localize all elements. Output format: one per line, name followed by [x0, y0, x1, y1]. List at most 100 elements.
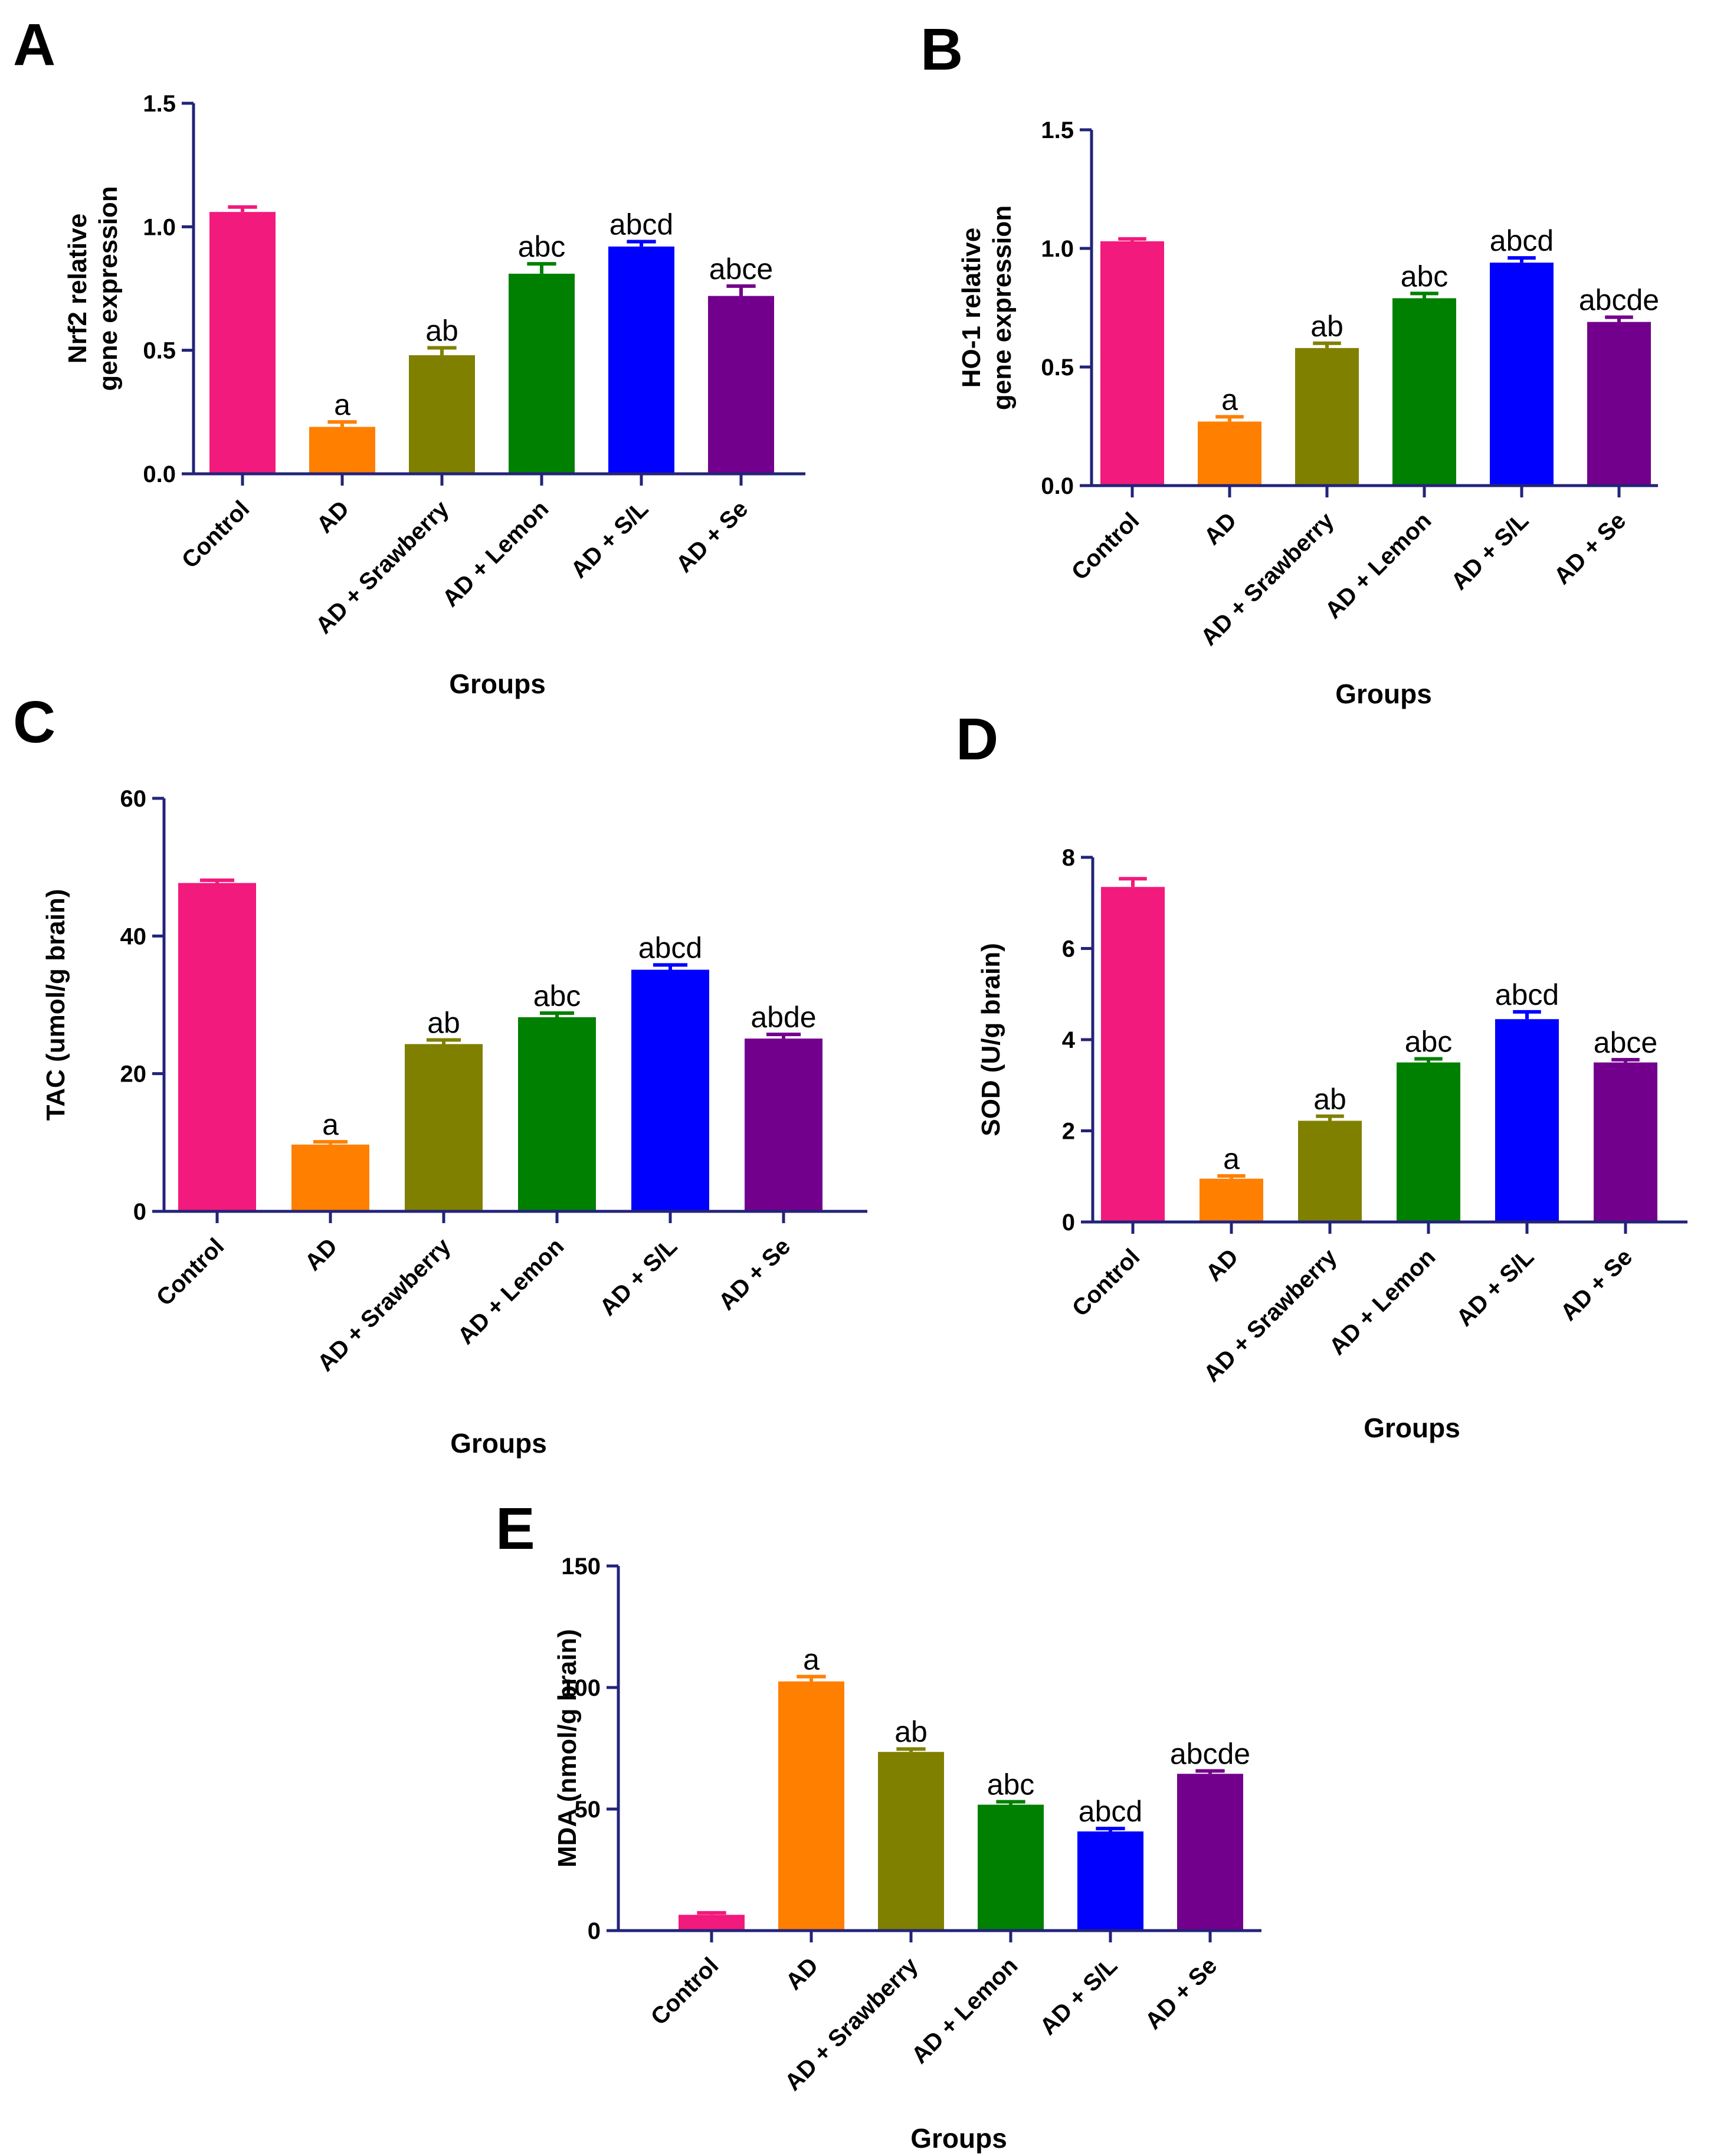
- panel-label: B: [920, 17, 963, 83]
- error-bar: [427, 346, 457, 356]
- bar-control: [178, 883, 256, 1211]
- x-tick-label-ad-se: AD + Se: [1549, 507, 1631, 589]
- x-tick-label-ad-se: AD + Se: [1556, 1244, 1638, 1326]
- significance-label: abcde: [1579, 284, 1659, 317]
- error-bar: [766, 1033, 801, 1039]
- significance-label: abcd: [1079, 1795, 1142, 1828]
- error-bar: [797, 1675, 826, 1682]
- significance-label: ab: [1310, 310, 1343, 343]
- panel-label: E: [496, 1496, 535, 1562]
- error-bar: [313, 1140, 348, 1145]
- y-tick-label: 60: [120, 786, 147, 812]
- bar-ad: [778, 1681, 844, 1931]
- error-bar: [697, 1911, 726, 1915]
- x-tick-label-control: Control: [1067, 507, 1145, 585]
- bar-ad-srawberry: [1298, 1120, 1362, 1222]
- y-tick-label: 0.0: [143, 461, 176, 487]
- y-tick-label: 0.5: [1041, 355, 1074, 381]
- error-bar: [327, 420, 357, 427]
- x-tick-label-control: Control: [152, 1233, 230, 1311]
- significance-label: abcd: [1495, 978, 1559, 1011]
- bar-ad: [291, 1144, 369, 1211]
- y-axis-title-line: gene expression: [94, 186, 123, 391]
- y-axis-title: HO-1 relativegene expression: [957, 205, 1017, 410]
- y-tick-label: 50: [575, 1797, 601, 1823]
- bar-ad-se: [708, 296, 774, 474]
- y-tick-label: 1.5: [143, 91, 176, 117]
- y-tick-label: 6: [1062, 936, 1075, 962]
- error-bar: [527, 262, 556, 274]
- bar-ad-se: [1177, 1774, 1243, 1931]
- x-axis-title: Groups: [910, 2123, 1007, 2154]
- x-tick-label-ad-lemon: AD + Lemon: [437, 496, 553, 612]
- x-tick-label-ad-lemon: AD + Lemon: [906, 1952, 1023, 2069]
- y-tick-label: 0: [588, 1918, 601, 1944]
- x-tick-label-ad: AD: [300, 1233, 342, 1276]
- bar-ad-s-l: [1490, 263, 1554, 486]
- error-bar: [1410, 291, 1438, 299]
- panel-label: D: [956, 706, 998, 772]
- panel-a: Aa ab abc abcd abce 0.0 0.5 1.0 1.5 Control AD AD +…: [13, 12, 805, 699]
- x-tick-label-control: Control: [646, 1952, 724, 2030]
- significance-label: abc: [518, 230, 566, 263]
- x-tick-label-ad-s-l: AD + S/L: [1451, 1244, 1539, 1331]
- error-bar: [199, 878, 235, 883]
- significance-label: abc: [987, 1768, 1035, 1801]
- significance-label: abcd: [609, 208, 673, 241]
- error-bar: [1414, 1057, 1443, 1063]
- y-tick-label: 20: [120, 1061, 147, 1087]
- error-bar: [1096, 1826, 1125, 1831]
- bar-control: [1100, 241, 1164, 486]
- bar-control: [209, 212, 276, 474]
- y-tick-label: 100: [561, 1675, 601, 1701]
- y-tick-label: 0: [1062, 1210, 1075, 1236]
- bar-ad-lemon: [1397, 1062, 1460, 1222]
- error-bar: [1316, 1114, 1344, 1121]
- bar-ad-srawberry: [409, 355, 475, 474]
- error-bar: [1215, 415, 1244, 422]
- y-tick-label: 4: [1062, 1027, 1076, 1053]
- x-tick-label-ad: AD: [1201, 1244, 1243, 1286]
- significance-label: abce: [709, 253, 773, 286]
- x-tick-label-ad-s-l: AD + S/L: [1446, 507, 1533, 595]
- y-tick-label: 40: [120, 923, 147, 949]
- x-tick-label-ad: AD: [1199, 507, 1241, 550]
- x-tick-label-ad-s-l: AD + S/L: [1035, 1952, 1122, 2040]
- y-tick-label: 1.0: [1041, 236, 1074, 262]
- bar-ad-s-l: [1077, 1831, 1143, 1931]
- y-tick-label: 1.0: [143, 214, 176, 240]
- bar-ad: [309, 427, 375, 474]
- y-tick-label: 150: [561, 1554, 601, 1580]
- error-bar: [1611, 1057, 1640, 1063]
- significance-label: a: [322, 1108, 339, 1141]
- significance-label: abc: [1401, 260, 1449, 293]
- bar-ad-s-l: [1495, 1019, 1559, 1222]
- x-tick-label-control: Control: [177, 496, 255, 574]
- error-bar: [1313, 341, 1341, 348]
- bar-control: [679, 1915, 745, 1931]
- bar-ad-srawberry: [878, 1752, 944, 1931]
- y-tick-label: 0.5: [143, 338, 176, 364]
- significance-label: ab: [1313, 1083, 1346, 1116]
- y-axis-title: Nrf2 relativegene expression: [63, 186, 123, 391]
- significance-label: ab: [894, 1715, 928, 1748]
- error-bar: [1118, 237, 1146, 241]
- error-bar: [896, 1747, 926, 1752]
- y-axis-title: TAC (umol/g brain): [41, 889, 70, 1121]
- significance-label: abc: [533, 979, 581, 1013]
- bar-control: [1101, 887, 1165, 1222]
- significance-label: ab: [427, 1007, 460, 1040]
- x-tick-label-ad: AD: [781, 1952, 823, 1995]
- x-tick-label-ad: AD: [312, 496, 354, 538]
- x-tick-label-ad-lemon: AD + Lemon: [453, 1233, 569, 1349]
- significance-label: ab: [425, 314, 458, 347]
- y-axis-title-line: TAC (umol/g brain): [41, 889, 70, 1121]
- bar-ad-lemon: [1392, 298, 1456, 486]
- significance-label: abce: [1594, 1026, 1657, 1059]
- y-tick-label: 2: [1062, 1119, 1075, 1145]
- y-axis-title-line: Nrf2 relative: [63, 214, 92, 363]
- x-tick-label-control: Control: [1067, 1244, 1145, 1322]
- y-axis-title-line: SOD (U/g brain): [976, 943, 1005, 1136]
